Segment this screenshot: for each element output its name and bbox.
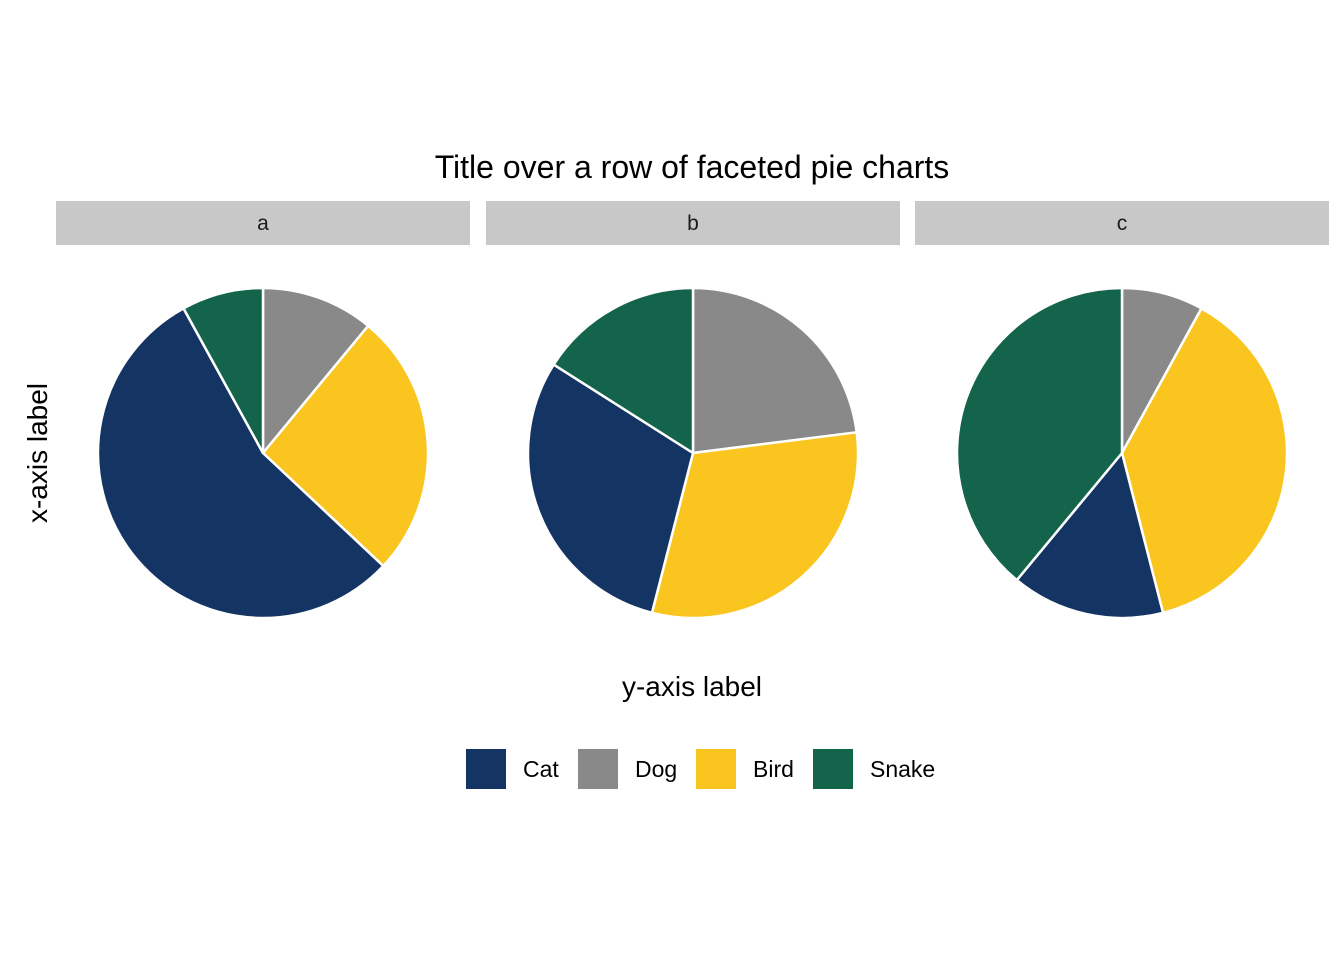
facet-strip-label-a: a — [257, 212, 269, 235]
pie-slice-a-snake — [182, 286, 265, 455]
facet-strip-c — [915, 201, 1329, 245]
pie-slice-b-cat — [526, 363, 695, 615]
legend-key-cat — [466, 749, 506, 789]
pie-slice-b-snake — [552, 286, 695, 455]
pie-slice-c-bird — [1120, 307, 1289, 615]
legend-label-snake: Snake — [870, 756, 935, 782]
legend-item-bird: Bird — [696, 749, 794, 789]
legend-item-dog: Dog — [578, 749, 677, 789]
legend-item-snake: Snake — [813, 749, 935, 789]
pie-slice-c-snake — [955, 286, 1124, 582]
facet-strip-b — [486, 201, 900, 245]
pie-slice-c-cat — [1015, 451, 1165, 620]
facet-strip-a — [56, 201, 470, 245]
pie-slice-a-dog — [261, 286, 370, 455]
facet-panels: a b c — [56, 201, 1329, 620]
facet-c: c — [915, 201, 1329, 620]
facet-b: b — [486, 201, 900, 620]
legend-key-snake — [813, 749, 853, 789]
pie-slice-a-cat — [96, 307, 385, 620]
x-axis-title: y-axis label — [622, 671, 762, 702]
legend-key-bird — [696, 749, 736, 789]
chart-title: Title over a row of faceted pie charts — [435, 149, 950, 185]
facet-strip-label-b: b — [687, 212, 699, 235]
legend-item-cat: Cat — [466, 749, 559, 789]
y-axis-title: x-axis label — [22, 383, 53, 523]
pie-slice-a-bird — [261, 324, 430, 568]
legend-key-dog — [578, 749, 618, 789]
pie-slice-b-bird — [650, 431, 860, 620]
legend-label-cat: Cat — [523, 756, 559, 782]
facet-a: a — [56, 201, 470, 620]
legend-label-dog: Dog — [635, 756, 677, 782]
legend: Cat Dog Bird Snake — [466, 749, 935, 789]
pie-slice-b-dog — [691, 286, 858, 455]
facet-strip-label-c: c — [1117, 212, 1128, 235]
legend-label-bird: Bird — [753, 756, 794, 782]
